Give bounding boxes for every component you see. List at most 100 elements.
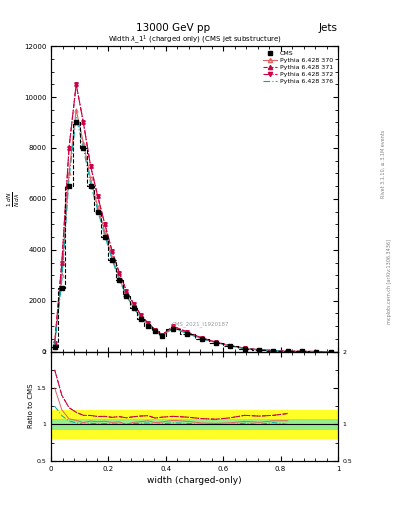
Pythia 6.428 372 (329, 349, 333, 355)
Pythia 6.428 376 (110, 257, 114, 263)
CMS (329, 349, 333, 355)
Pythia 6.428 376 (314, 349, 319, 355)
Pythia 6.428 370 (117, 275, 121, 281)
Pythia 6.428 372 (52, 339, 57, 346)
Pythia 6.428 376 (74, 114, 79, 120)
Pythia 6.428 376 (52, 342, 57, 348)
CMS (314, 349, 319, 355)
Pythia 6.428 372 (160, 332, 165, 338)
Pythia 6.428 371 (52, 339, 57, 346)
Y-axis label: $\frac{1}{N}\frac{dN}{d\lambda}$: $\frac{1}{N}\frac{dN}{d\lambda}$ (6, 191, 22, 207)
CMS (81, 145, 86, 151)
Pythia 6.428 376 (131, 305, 136, 311)
CMS (74, 119, 79, 125)
Pythia 6.428 372 (171, 323, 175, 329)
Line: Pythia 6.428 371: Pythia 6.428 371 (53, 82, 332, 353)
CMS (171, 326, 175, 332)
Pythia 6.428 376 (271, 348, 276, 354)
Pythia 6.428 370 (185, 330, 190, 336)
Pythia 6.428 372 (59, 260, 64, 266)
Pythia 6.428 376 (103, 233, 107, 239)
Pythia 6.428 372 (300, 348, 305, 354)
CMS (300, 348, 305, 354)
Pythia 6.428 371 (153, 327, 158, 333)
CMS (124, 292, 129, 298)
CMS (145, 323, 150, 329)
Pythia 6.428 372 (110, 248, 114, 254)
Pythia 6.428 371 (329, 349, 333, 355)
Pythia 6.428 370 (59, 272, 64, 279)
Pythia 6.428 372 (257, 347, 261, 353)
Pythia 6.428 372 (185, 329, 190, 335)
Line: CMS: CMS (53, 121, 332, 353)
Pythia 6.428 372 (81, 119, 86, 125)
CMS (95, 208, 100, 215)
Pythia 6.428 371 (74, 81, 79, 88)
CMS (110, 257, 114, 263)
Text: CMS_2021_I1920187: CMS_2021_I1920187 (171, 322, 229, 327)
Pythia 6.428 371 (67, 145, 72, 151)
CMS (138, 315, 143, 322)
Pythia 6.428 371 (199, 335, 204, 341)
CMS (88, 183, 93, 189)
CMS (228, 343, 233, 349)
Pythia 6.428 376 (160, 333, 165, 339)
Pythia 6.428 372 (214, 339, 219, 345)
CMS (185, 331, 190, 337)
Pythia 6.428 370 (300, 348, 305, 354)
Pythia 6.428 370 (214, 339, 219, 346)
Pythia 6.428 371 (242, 345, 247, 351)
Pythia 6.428 376 (242, 346, 247, 352)
Pythia 6.428 370 (52, 341, 57, 347)
Pythia 6.428 370 (74, 106, 79, 113)
Pythia 6.428 370 (88, 176, 93, 182)
Pythia 6.428 371 (117, 270, 121, 276)
Text: Rivet 3.1.10, ≥ 3.1M events: Rivet 3.1.10, ≥ 3.1M events (381, 130, 386, 198)
Pythia 6.428 372 (124, 287, 129, 293)
Pythia 6.428 376 (81, 145, 86, 151)
Pythia 6.428 376 (95, 207, 100, 214)
CMS (271, 348, 276, 354)
Pythia 6.428 370 (329, 349, 333, 355)
Pythia 6.428 371 (124, 287, 129, 293)
Pythia 6.428 370 (110, 254, 114, 261)
Pythia 6.428 376 (124, 292, 129, 298)
Pythia 6.428 370 (124, 292, 129, 298)
Pythia 6.428 371 (103, 221, 107, 227)
Pythia 6.428 371 (138, 312, 143, 318)
Line: Pythia 6.428 370: Pythia 6.428 370 (53, 108, 332, 353)
Pythia 6.428 371 (59, 260, 64, 266)
Pythia 6.428 371 (285, 348, 290, 354)
Pythia 6.428 370 (171, 325, 175, 331)
Pythia 6.428 370 (160, 333, 165, 339)
Pythia 6.428 370 (257, 347, 261, 353)
Legend: CMS, Pythia 6.428 370, Pythia 6.428 371, Pythia 6.428 372, Pythia 6.428 376: CMS, Pythia 6.428 370, Pythia 6.428 371,… (262, 49, 335, 86)
CMS (131, 305, 136, 311)
Pythia 6.428 370 (131, 304, 136, 310)
CMS (117, 278, 121, 284)
Pythia 6.428 372 (95, 193, 100, 199)
Pythia 6.428 372 (285, 348, 290, 354)
Pythia 6.428 370 (228, 343, 233, 349)
Line: Pythia 6.428 372: Pythia 6.428 372 (53, 82, 332, 353)
Pythia 6.428 372 (228, 343, 233, 349)
Pythia 6.428 370 (153, 328, 158, 334)
Pythia 6.428 376 (67, 176, 72, 182)
Line: Pythia 6.428 376: Pythia 6.428 376 (55, 117, 331, 352)
CMS (103, 234, 107, 240)
CMS (214, 339, 219, 346)
Pythia 6.428 370 (242, 346, 247, 352)
Pythia 6.428 372 (145, 320, 150, 326)
Pythia 6.428 370 (314, 349, 319, 355)
Pythia 6.428 370 (199, 335, 204, 342)
CMS (153, 328, 158, 334)
Pythia 6.428 376 (153, 328, 158, 334)
CMS (257, 347, 261, 353)
Pythia 6.428 376 (300, 348, 305, 354)
Pythia 6.428 376 (257, 347, 261, 353)
CMS (199, 336, 204, 342)
Title: Width $\lambda$_1$^{1}$ (charged only) (CMS jet substructure): Width $\lambda$_1$^{1}$ (charged only) (… (108, 33, 281, 46)
Pythia 6.428 372 (199, 335, 204, 341)
Pythia 6.428 372 (88, 163, 93, 169)
Pythia 6.428 376 (285, 348, 290, 354)
